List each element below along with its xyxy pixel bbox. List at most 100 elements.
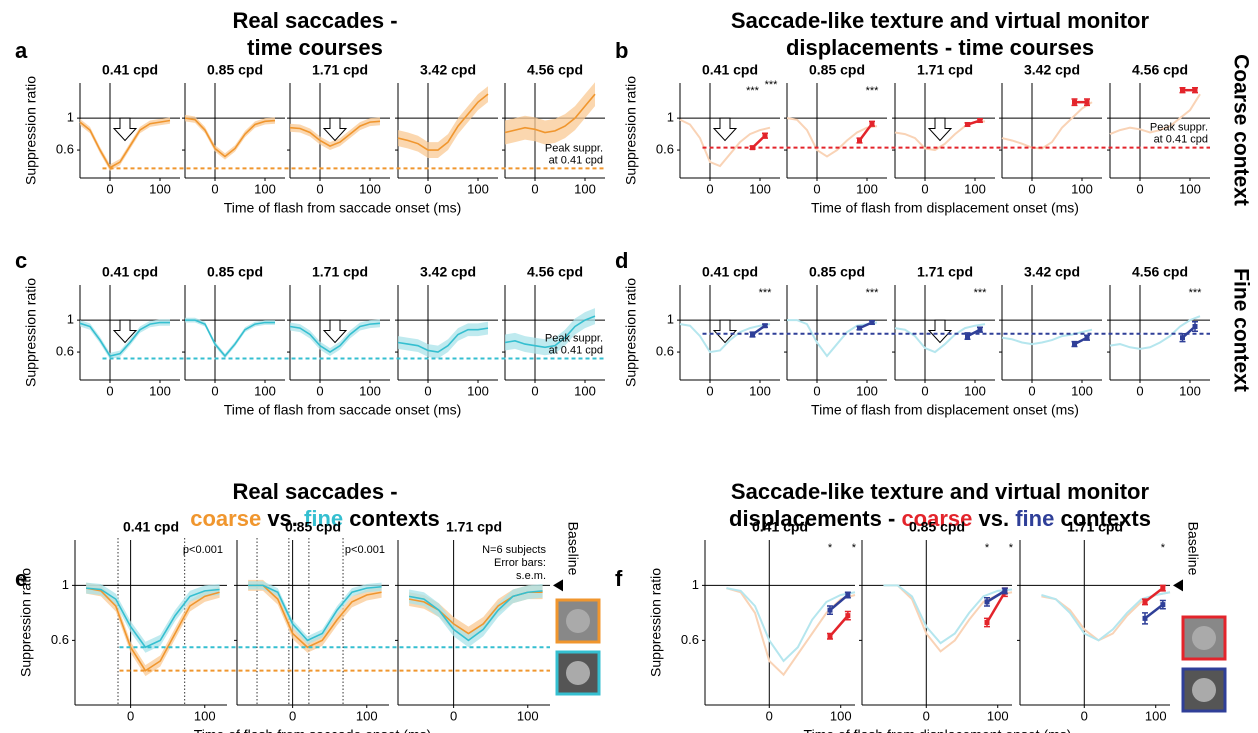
y-tick-label: 0.6 <box>656 141 674 156</box>
series-line <box>1001 101 1093 150</box>
x-axis-label: Time of flash from displacement onset (m… <box>804 727 1072 733</box>
reference-label: at 0.41 cpd <box>549 154 603 166</box>
subplot-title: 4.56 cpd <box>527 264 583 280</box>
x-tick-label: 0 <box>211 181 218 196</box>
significance: * <box>985 542 990 554</box>
x-tick-label: 0 <box>706 383 713 398</box>
point <box>1160 602 1166 608</box>
series-line <box>79 321 170 357</box>
panel-title: Real saccades - <box>232 8 397 33</box>
x-tick-label: 0 <box>424 383 431 398</box>
point <box>977 327 983 333</box>
baseline-label: Baseline <box>1185 522 1201 576</box>
reference-label: Peak suppr. <box>545 332 603 344</box>
x-tick-label: 100 <box>749 181 771 196</box>
inset-fine <box>1181 667 1227 713</box>
panel-letter: c <box>15 248 27 273</box>
baseline-marker <box>553 579 563 592</box>
panel-letter: f <box>615 566 623 591</box>
significance: *** <box>974 287 988 299</box>
title-segment: vs. <box>267 506 298 531</box>
subplot-title: 0.85 cpd <box>809 264 865 280</box>
x-axis-label: Time of flash from saccade onset (ms) <box>194 727 432 733</box>
x-tick-label: 0 <box>106 181 113 196</box>
error-band <box>80 117 170 171</box>
reference-label: at 0.41 cpd <box>549 344 603 356</box>
y-tick-label: 0.6 <box>51 632 69 647</box>
x-axis-label: Time of flash from saccade onset (ms) <box>224 200 462 216</box>
significance: *** <box>1189 287 1203 299</box>
x-tick-label: 100 <box>254 383 276 398</box>
y-axis-label: Suppression ratio <box>23 278 39 387</box>
series-line <box>883 584 1013 653</box>
title-segment: displacements - <box>729 506 895 531</box>
note: p<0.001 <box>345 544 385 556</box>
x-tick-label: 100 <box>749 383 771 398</box>
reference-label: at 0.41 cpd <box>1154 134 1208 146</box>
title-segment: vs. <box>979 506 1010 531</box>
series-line <box>86 587 220 649</box>
y-tick-label: 1 <box>692 577 699 592</box>
x-tick-label: 100 <box>1071 383 1093 398</box>
title-segment: contexts <box>1060 506 1150 531</box>
reference-label: Peak suppr. <box>1150 122 1208 134</box>
subplot-title: 0.85 cpd <box>207 62 263 78</box>
subplot-title: 0.41 cpd <box>123 519 179 535</box>
x-tick-label: 100 <box>1179 383 1201 398</box>
x-tick-label: 0 <box>1081 708 1088 723</box>
point <box>1072 99 1077 105</box>
x-tick-label: 0 <box>106 383 113 398</box>
y-tick-label: 0.6 <box>56 343 74 358</box>
panel-title: Real saccades - <box>232 479 397 504</box>
x-tick-label: 100 <box>359 383 381 398</box>
point <box>965 333 970 339</box>
series-line <box>1041 591 1171 642</box>
series-line <box>289 322 381 354</box>
panel-title: displacements - time courses <box>786 35 1094 60</box>
point <box>1084 99 1090 105</box>
series-line <box>1041 591 1171 642</box>
y-tick-label: 1 <box>62 577 69 592</box>
point <box>869 320 875 326</box>
x-tick-label: 0 <box>316 181 323 196</box>
subplot-title: 4.56 cpd <box>527 62 583 78</box>
point <box>827 633 833 639</box>
point <box>857 325 862 331</box>
side-label: Coarse context <box>1229 54 1252 206</box>
panel-letter: d <box>615 248 628 273</box>
baseline-marker <box>1173 579 1183 592</box>
subplot-title: 1.71 cpd <box>917 62 973 78</box>
x-tick-label: 100 <box>987 708 1009 723</box>
series-line <box>185 319 275 358</box>
series-line <box>397 93 489 151</box>
significance: * <box>1161 542 1166 554</box>
title-segment: contexts <box>349 506 439 531</box>
series-line <box>1109 315 1201 350</box>
panel-letter: e <box>15 566 27 591</box>
x-tick-label: 0 <box>921 181 928 196</box>
error-band <box>505 82 595 145</box>
note: N=6 subjects <box>482 544 546 556</box>
inset-fine <box>555 650 601 696</box>
arrow <box>112 319 138 344</box>
series-line <box>679 323 771 354</box>
subplot-title: 0.41 cpd <box>702 62 758 78</box>
subplot-title: 0.85 cpd <box>809 62 865 78</box>
y-tick-label: 1 <box>667 110 674 125</box>
note: p<0.001 <box>183 544 223 556</box>
significance: * <box>852 542 857 554</box>
series-line <box>726 587 856 663</box>
subplot-title: 4.56 cpd <box>1132 62 1188 78</box>
point <box>1192 87 1198 93</box>
arrow <box>112 117 138 142</box>
subplot-title: 0.41 cpd <box>702 264 758 280</box>
panel-title: time courses <box>247 35 383 60</box>
series-line <box>79 119 171 169</box>
subplot-title: 0.85 cpd <box>207 264 263 280</box>
error-band <box>398 86 488 159</box>
y-tick-label: 0.6 <box>681 632 699 647</box>
title-segment: Real saccades - <box>232 479 397 504</box>
subplot-title: 1.71 cpd <box>312 62 368 78</box>
x-tick-label: 100 <box>1179 181 1201 196</box>
panel-letter: a <box>15 38 28 63</box>
